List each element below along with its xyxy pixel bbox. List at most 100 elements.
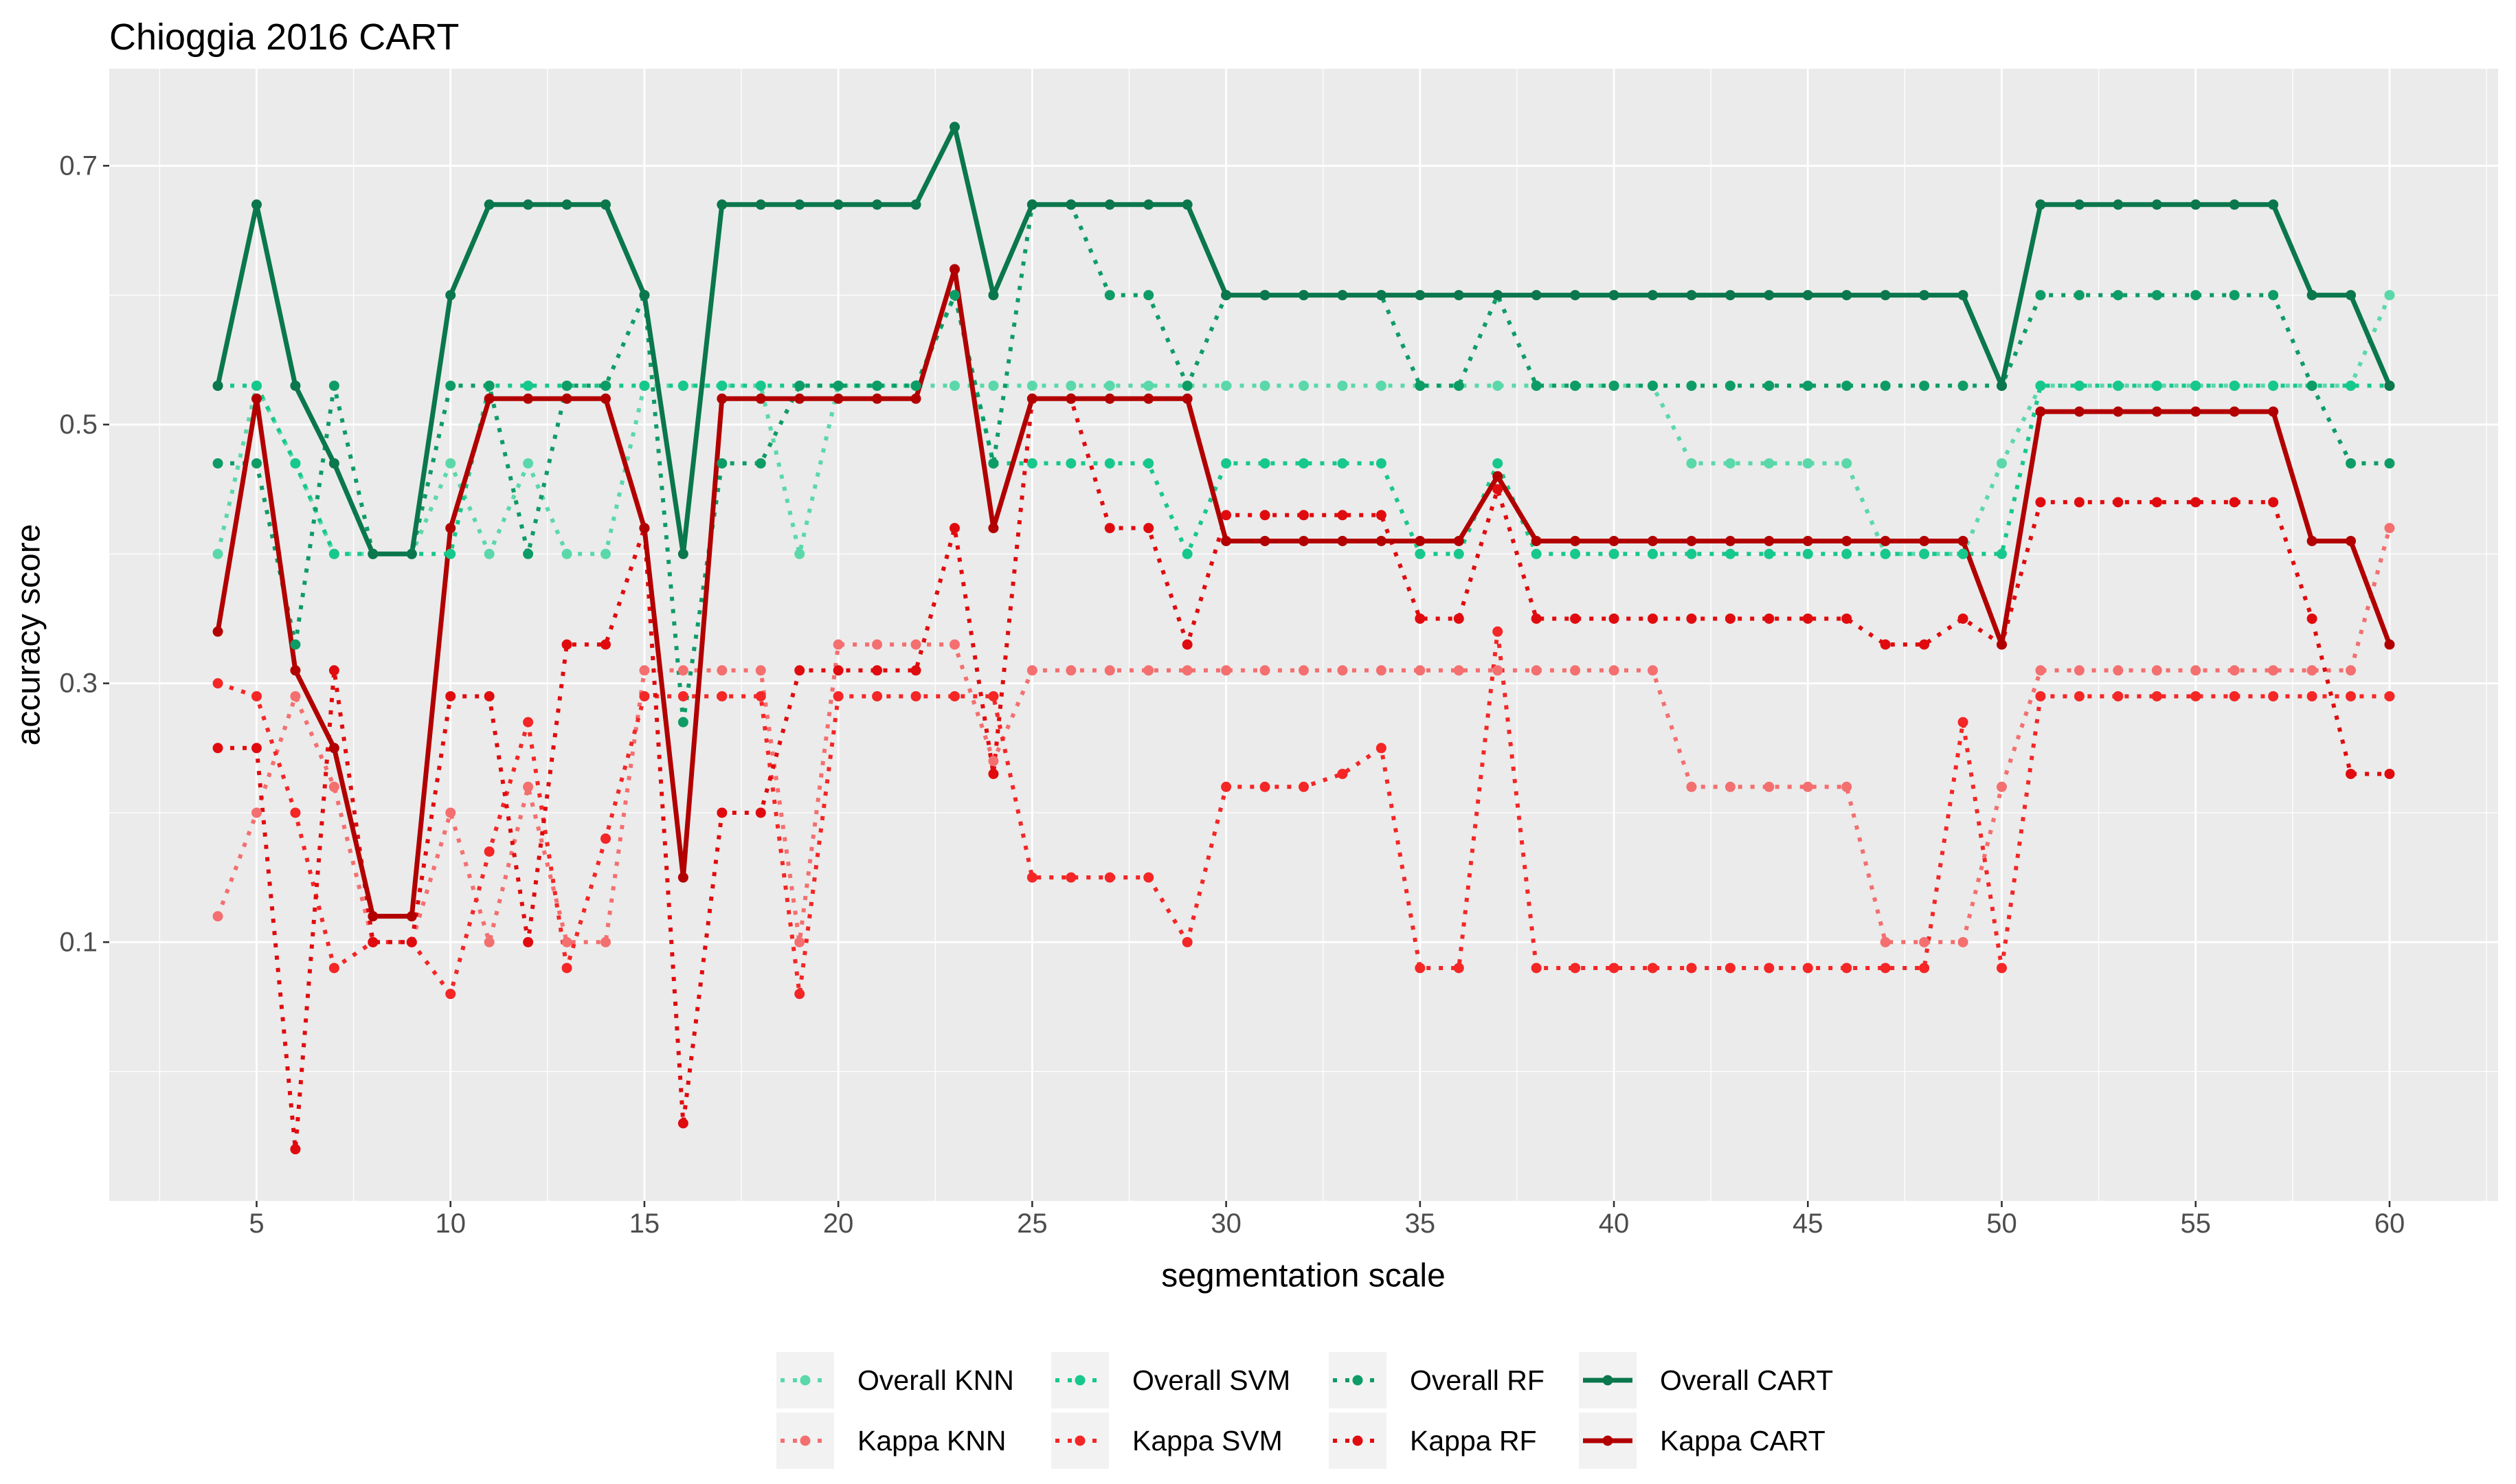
point-overall-svm-x31 <box>1259 458 1270 469</box>
point-kappa-rf-x6 <box>290 1144 301 1155</box>
point-kappa-svm-x55 <box>2190 690 2201 701</box>
point-overall-cart-x30 <box>1221 290 1232 301</box>
point-overall-cart-x52 <box>2074 199 2085 210</box>
point-overall-knn-x30 <box>1221 380 1232 391</box>
point-overall-cart-x7 <box>328 458 339 469</box>
point-overall-knn-x33 <box>1337 380 1348 391</box>
point-kappa-svm-x19 <box>794 989 805 1000</box>
point-kappa-rf-x41 <box>1648 613 1659 624</box>
point-kappa-rf-x40 <box>1608 613 1619 624</box>
point-kappa-knn-x15 <box>639 665 650 676</box>
point-kappa-cart-x42 <box>1686 535 1697 546</box>
point-overall-cart-x26 <box>1066 199 1077 210</box>
legend-label: Overall CART <box>1660 1364 1833 1396</box>
legend-label: Overall SVM <box>1132 1364 1290 1396</box>
point-overall-knn-x24 <box>988 380 999 391</box>
point-overall-svm-x41 <box>1648 548 1659 559</box>
point-kappa-cart-x44 <box>1764 535 1775 546</box>
point-overall-svm-x42 <box>1686 548 1697 559</box>
panel-background <box>109 69 2498 1201</box>
point-kappa-cart-x13 <box>561 393 572 404</box>
point-overall-cart-x51 <box>2035 199 2046 210</box>
point-overall-cart-x9 <box>406 548 417 559</box>
point-kappa-cart-x6 <box>290 665 301 676</box>
point-kappa-cart-x58 <box>2306 535 2317 546</box>
point-kappa-svm-x50 <box>1997 963 2008 974</box>
point-overall-svm-x34 <box>1375 458 1386 469</box>
point-overall-knn-x11 <box>484 548 495 559</box>
point-kappa-rf-x45 <box>1802 613 1813 624</box>
legend-label: Kappa SVM <box>1132 1425 1283 1457</box>
point-kappa-cart-x34 <box>1375 535 1386 546</box>
point-kappa-rf-x34 <box>1375 510 1386 521</box>
point-overall-cart-x50 <box>1997 380 2008 391</box>
point-kappa-cart-x27 <box>1104 393 1115 404</box>
point-kappa-svm-x20 <box>833 690 844 701</box>
point-overall-cart-x48 <box>1919 290 1930 301</box>
point-overall-rf-x47 <box>1880 380 1891 391</box>
point-kappa-svm-x6 <box>290 807 301 818</box>
point-kappa-svm-x52 <box>2074 690 2085 701</box>
legend-key-point <box>1352 1435 1363 1446</box>
point-kappa-rf-x35 <box>1415 613 1426 624</box>
point-kappa-svm-x17 <box>717 690 728 701</box>
point-kappa-cart-x50 <box>1997 639 2008 650</box>
point-kappa-svm-x4 <box>212 678 223 689</box>
point-overall-svm-x26 <box>1066 458 1077 469</box>
point-overall-rf-x23 <box>949 290 960 301</box>
point-overall-cart-x58 <box>2306 290 2317 301</box>
point-overall-knn-x13 <box>561 548 572 559</box>
point-overall-svm-x59 <box>2346 380 2357 391</box>
point-overall-knn-x43 <box>1725 458 1736 469</box>
point-kappa-rf-x21 <box>872 665 883 676</box>
point-kappa-cart-x10 <box>445 523 456 534</box>
point-overall-cart-x42 <box>1686 290 1697 301</box>
point-overall-rf-x42 <box>1686 380 1697 391</box>
point-kappa-svm-x30 <box>1221 781 1232 792</box>
point-kappa-knn-x44 <box>1764 781 1775 792</box>
point-kappa-cart-x52 <box>2074 406 2085 417</box>
point-overall-knn-x28 <box>1143 380 1154 391</box>
point-overall-rf-x46 <box>1841 380 1852 391</box>
legend-label: Overall RF <box>1410 1364 1545 1396</box>
point-kappa-svm-x29 <box>1182 936 1193 947</box>
point-kappa-rf-x57 <box>2268 497 2279 508</box>
point-overall-rf-x24 <box>988 458 999 469</box>
point-overall-cart-x12 <box>523 199 534 210</box>
point-overall-rf-x38 <box>1531 380 1542 391</box>
point-overall-svm-x33 <box>1337 458 1348 469</box>
point-overall-cart-x45 <box>1802 290 1813 301</box>
point-kappa-svm-x13 <box>561 963 572 974</box>
point-kappa-knn-x17 <box>717 665 728 676</box>
point-overall-rf-x54 <box>2151 290 2162 301</box>
point-overall-knn-x14 <box>600 548 611 559</box>
point-overall-rf-x60 <box>2384 458 2395 469</box>
point-kappa-knn-x53 <box>2113 665 2124 676</box>
point-overall-knn-x4 <box>212 548 223 559</box>
point-overall-knn-x45 <box>1802 458 1813 469</box>
point-kappa-knn-x36 <box>1453 665 1464 676</box>
point-kappa-knn-x50 <box>1997 781 2008 792</box>
point-kappa-cart-x55 <box>2190 406 2201 417</box>
point-overall-cart-x36 <box>1453 290 1464 301</box>
point-kappa-knn-x27 <box>1104 665 1115 676</box>
point-overall-svm-x48 <box>1919 548 1930 559</box>
gridlines <box>109 69 2498 1201</box>
point-overall-rf-x53 <box>2113 290 2124 301</box>
point-kappa-cart-x45 <box>1802 535 1813 546</box>
plot-panel <box>109 69 2498 1201</box>
point-overall-cart-x47 <box>1880 290 1891 301</box>
point-overall-cart-x60 <box>2384 380 2395 391</box>
point-overall-knn-x12 <box>523 458 534 469</box>
point-overall-rf-x41 <box>1648 380 1659 391</box>
point-kappa-knn-x4 <box>212 911 223 922</box>
point-kappa-rf-x37 <box>1492 484 1503 495</box>
point-kappa-knn-x26 <box>1066 665 1077 676</box>
point-overall-cart-x4 <box>212 380 223 391</box>
point-kappa-knn-x48 <box>1919 936 1930 947</box>
point-kappa-rf-x13 <box>561 639 572 650</box>
point-overall-svm-x43 <box>1725 548 1736 559</box>
point-kappa-svm-x45 <box>1802 963 1813 974</box>
point-overall-svm-x15 <box>639 380 650 391</box>
